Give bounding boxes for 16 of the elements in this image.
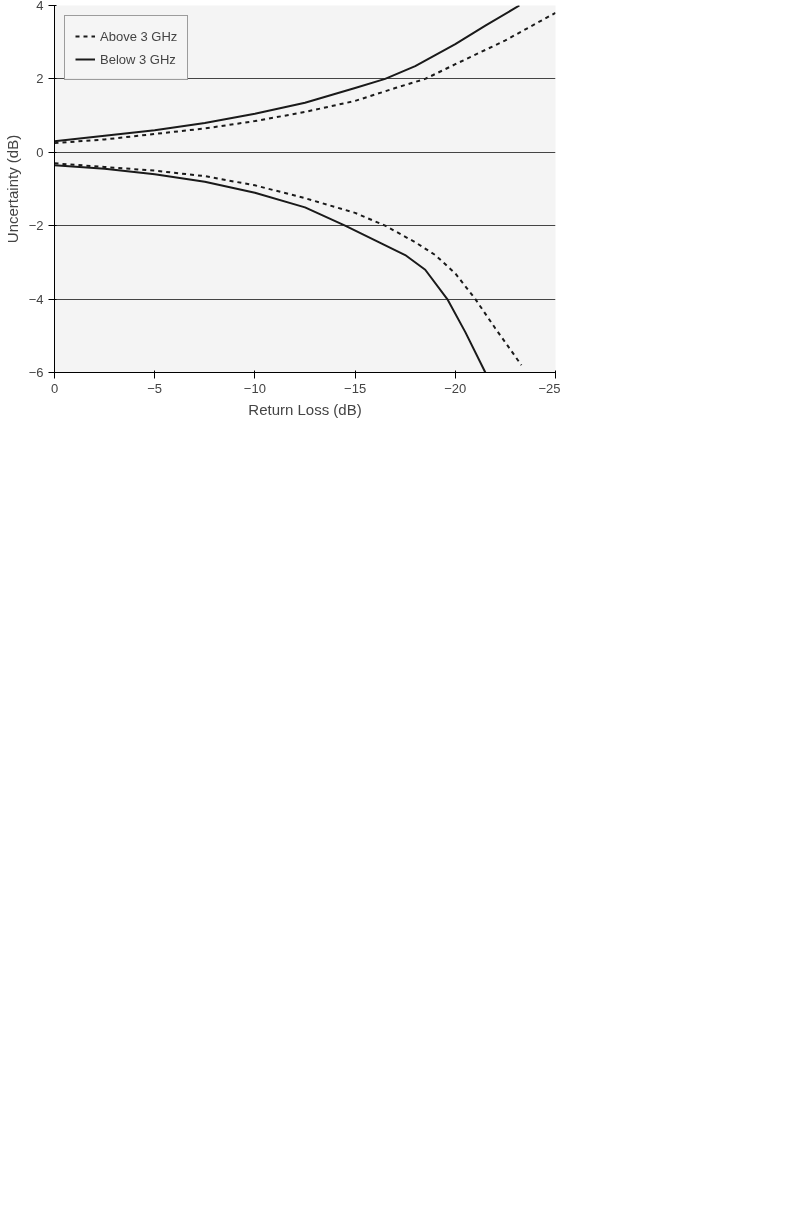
- y-tick-label: −2: [28, 218, 44, 234]
- x-tick-label: −15: [344, 380, 367, 396]
- y-tick-label: 4: [36, 0, 44, 13]
- x-tick-label: −25: [538, 380, 561, 396]
- x-tick-label: −10: [243, 380, 266, 396]
- legend-label: Below 3 GHz: [100, 51, 176, 67]
- x-tick-label: −5: [147, 380, 163, 396]
- x-tick-label: −20: [444, 380, 467, 396]
- y-tick-label: 2: [36, 71, 44, 87]
- y-tick-label: −6: [28, 365, 44, 380]
- y-axis-title: Uncertainty (dB): [3, 134, 21, 244]
- y-tick-label: 0: [36, 144, 44, 160]
- y-tick-label: −4: [28, 291, 44, 307]
- legend-label: Above 3 GHz: [100, 28, 178, 44]
- x-tick-label: 0: [50, 380, 59, 396]
- x-axis-title: Return Loss (dB): [248, 400, 362, 418]
